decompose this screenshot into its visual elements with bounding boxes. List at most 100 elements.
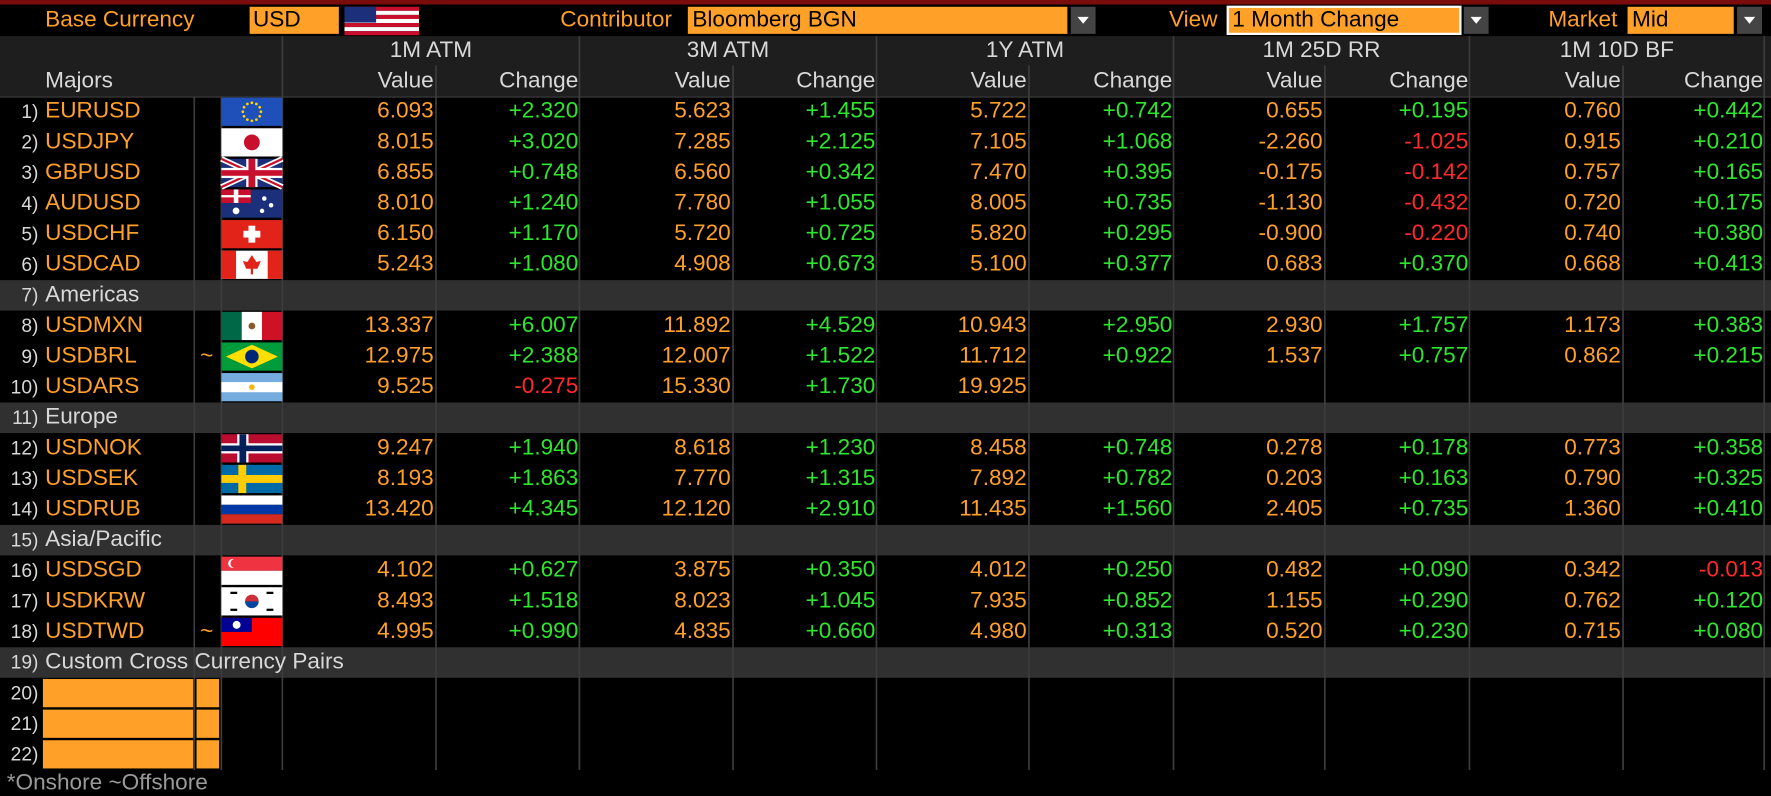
value-cell: 9.525	[377, 373, 434, 398]
input-box[interactable]	[249, 6, 339, 34]
label: Market	[1548, 6, 1618, 31]
change-cell: -1.025	[1404, 128, 1468, 153]
change-cell: -0.275	[514, 373, 578, 398]
currency-pair[interactable]: EURUSD	[45, 98, 140, 123]
currency-pair[interactable]: USDMXN	[45, 312, 143, 337]
currency-pair[interactable]: USDRUB	[45, 496, 140, 521]
flag-icon	[221, 556, 283, 585]
flag-icon	[221, 220, 283, 249]
row-number: 15)	[11, 530, 39, 551]
custom-pair-input[interactable]	[42, 740, 194, 769]
custom-pair-input[interactable]	[42, 709, 194, 738]
dropdown-box[interactable]	[1627, 6, 1734, 34]
currency-pair[interactable]: AUDUSD	[45, 190, 140, 215]
custom-pair-input[interactable]	[42, 679, 194, 708]
value-cell: 2.405	[1266, 496, 1323, 521]
section-background	[0, 647, 1771, 678]
value-cell: 0.278	[1266, 434, 1323, 459]
dropdown-box[interactable]	[1226, 5, 1462, 36]
value-cell: 7.780	[674, 190, 731, 215]
value-cell: 13.420	[365, 496, 434, 521]
row-number: 10)	[11, 377, 39, 398]
row-number: 20)	[11, 683, 39, 704]
change-cell: +0.295	[1103, 220, 1173, 245]
value-cell: 6.855	[377, 159, 434, 184]
value-cell: 4.908	[674, 251, 731, 276]
change-cell: +1.757	[1399, 312, 1469, 337]
column-header: Change	[1389, 67, 1468, 92]
flag-part	[250, 119, 254, 123]
custom-pair-input[interactable]	[196, 679, 220, 708]
row-number: 7)	[21, 286, 38, 307]
change-cell: +0.395	[1103, 159, 1173, 184]
change-cell: +2.910	[806, 496, 876, 521]
column-header: Change	[1684, 67, 1763, 92]
currency-pair[interactable]: USDKRW	[45, 587, 146, 612]
flag-part	[242, 255, 261, 275]
flag-part	[245, 601, 259, 609]
dropdown-value: Mid	[1632, 6, 1668, 31]
value-cell: -0.175	[1259, 159, 1323, 184]
custom-pair-input[interactable]	[196, 709, 220, 738]
change-cell: +0.748	[1103, 434, 1173, 459]
value-cell: 7.770	[674, 465, 731, 490]
value-cell: 0.740	[1564, 220, 1621, 245]
section-background	[0, 402, 1771, 434]
top-strip	[0, 0, 1771, 5]
currency-pair[interactable]: USDCHF	[45, 220, 139, 245]
value-cell: 5.820	[970, 220, 1027, 245]
value-cell: 0.773	[1564, 434, 1621, 459]
change-cell: +0.370	[1399, 251, 1469, 276]
row-number: 9)	[21, 347, 38, 368]
value-cell: 8.010	[377, 190, 434, 215]
section-background	[0, 524, 1771, 556]
flag-part	[221, 475, 283, 483]
change-cell: +0.922	[1103, 343, 1173, 368]
value-cell: 8.015	[377, 128, 434, 153]
currency-pair[interactable]: USDARS	[45, 373, 139, 398]
dropdown-box[interactable]	[687, 6, 1068, 34]
value-cell: 11.712	[959, 343, 1026, 368]
currency-pair[interactable]: USDTWD	[45, 618, 144, 643]
currency-pair[interactable]: USDNOK	[45, 434, 142, 459]
value-cell: 4.995	[377, 618, 434, 643]
change-cell: +0.627	[509, 557, 579, 582]
value-cell: 12.007	[662, 343, 731, 368]
value-cell: 11.892	[663, 312, 730, 337]
change-cell: +0.120	[1693, 587, 1763, 612]
currency-pair[interactable]: USDJPY	[45, 128, 134, 153]
label: Base Currency	[45, 6, 195, 31]
change-cell: +6.007	[509, 312, 579, 337]
flag-part	[221, 445, 283, 452]
currency-pair[interactable]: USDSGD	[45, 557, 142, 582]
flag-part	[255, 102, 258, 106]
value-cell: 4.012	[970, 557, 1027, 582]
flag-part	[242, 105, 246, 109]
flag-stripe	[344, 6, 420, 11]
change-cell: +0.230	[1399, 618, 1469, 643]
flag-icon	[221, 128, 283, 157]
flag-part	[221, 514, 283, 524]
currency-pair[interactable]: USDBRL	[45, 343, 137, 368]
header-background	[0, 36, 1771, 98]
flag-part	[267, 250, 283, 279]
currency-pair[interactable]: GBPUSD	[45, 159, 140, 184]
change-cell: +0.660	[806, 618, 876, 643]
custom-pair-input[interactable]	[196, 740, 220, 769]
row-number: 2)	[21, 133, 38, 154]
value-cell: 6.150	[377, 220, 434, 245]
column-header: Value	[971, 67, 1027, 92]
flag-stripe	[344, 27, 420, 32]
flag-part	[221, 504, 283, 515]
row-number: 4)	[21, 194, 38, 215]
flag-part	[255, 118, 258, 121]
change-cell: +0.210	[1693, 128, 1763, 153]
currency-pair[interactable]: USDCAD	[45, 251, 140, 276]
currency-pair[interactable]: USDSEK	[45, 465, 138, 490]
change-cell: +2.125	[806, 128, 876, 153]
change-cell: +0.250	[1103, 557, 1173, 582]
flag-icon	[221, 250, 283, 279]
value-cell: 0.720	[1564, 190, 1621, 215]
